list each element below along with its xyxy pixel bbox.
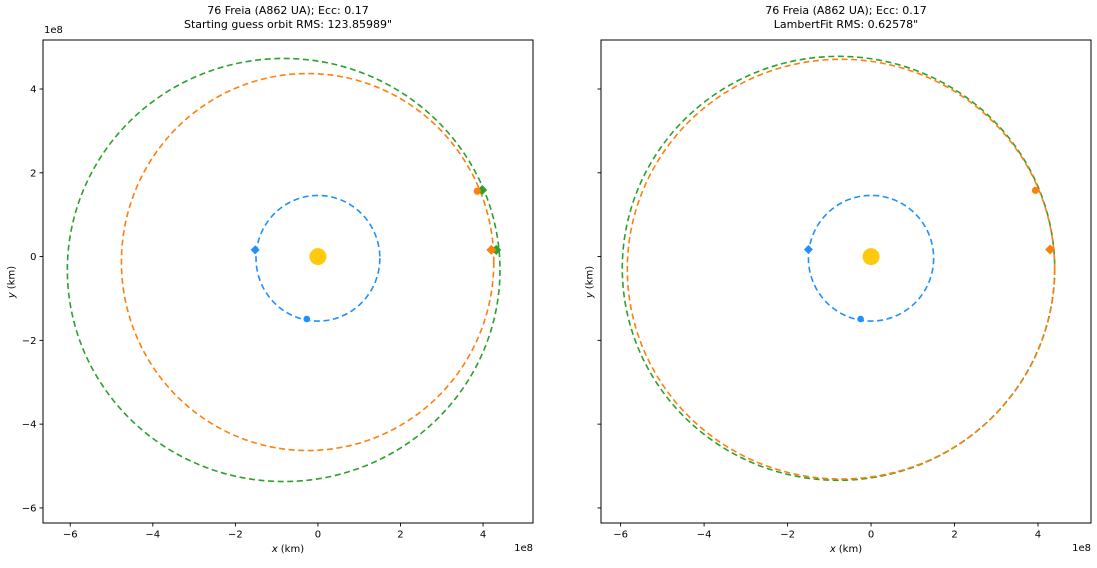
earth-obs1-marker bbox=[803, 244, 813, 254]
left-ytick-label: 0 bbox=[30, 252, 36, 263]
earth-obs2-marker bbox=[303, 315, 311, 323]
left-ytick-label: −2 bbox=[22, 336, 37, 347]
sun bbox=[862, 248, 880, 266]
guess-obs2-marker bbox=[486, 244, 497, 255]
left-ytick-label: 4 bbox=[30, 85, 36, 96]
reference-orbit bbox=[66, 57, 501, 483]
right-xtick-label: 2 bbox=[951, 530, 957, 541]
starting-guess-orbit bbox=[120, 72, 495, 452]
left-axes-frame bbox=[42, 39, 534, 524]
left-ytick-label: −6 bbox=[22, 503, 37, 514]
left-plot: −6 −4 −2 0 2 4 −6 −4 −2 0 2 4 bbox=[22, 39, 534, 541]
earth-obs1-marker bbox=[250, 245, 260, 255]
right-xtick-label: 4 bbox=[1035, 530, 1041, 541]
left-xtick-label: 0 bbox=[315, 530, 321, 541]
right-axes-frame bbox=[600, 39, 1092, 524]
right-xtick-label: −2 bbox=[780, 530, 795, 541]
right-xtick-label: −6 bbox=[613, 530, 628, 541]
left-xtick-label: 4 bbox=[480, 530, 486, 541]
sun bbox=[309, 248, 327, 266]
left-xtick-label: −4 bbox=[145, 530, 160, 541]
left-xtick-label: −6 bbox=[63, 530, 78, 541]
earth-orbit bbox=[255, 194, 381, 322]
reference-orbit bbox=[621, 55, 1056, 482]
fit-obs1-marker bbox=[1031, 186, 1040, 194]
earth-orbit bbox=[807, 194, 935, 322]
fit-obs2-marker bbox=[1045, 244, 1056, 255]
left-xtick-label: −2 bbox=[228, 530, 243, 541]
lambert-fit-orbit bbox=[626, 58, 1056, 480]
right-xtick-label: 0 bbox=[868, 530, 874, 541]
right-xtick-label: −4 bbox=[697, 530, 712, 541]
left-ytick-label: −4 bbox=[22, 420, 37, 431]
earth-obs2-marker bbox=[857, 315, 864, 323]
left-ytick-label: 2 bbox=[30, 168, 36, 179]
guess-obs1-marker bbox=[473, 187, 481, 195]
right-plot: −6 −4 −2 0 2 4 bbox=[597, 39, 1092, 541]
left-xtick-label: 2 bbox=[397, 530, 403, 541]
